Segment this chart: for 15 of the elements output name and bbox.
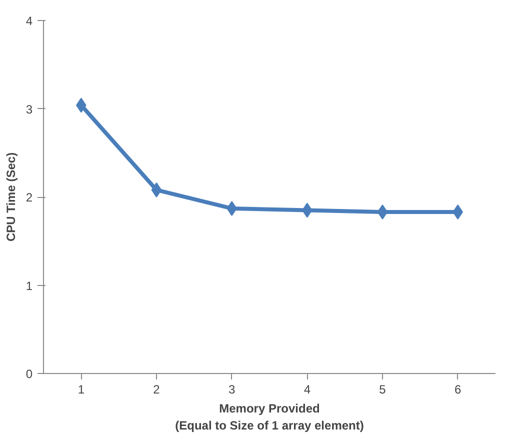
point <box>151 182 162 198</box>
point <box>377 204 388 220</box>
y-tick-label: 1 <box>26 278 33 293</box>
x-tick-label: 1 <box>78 382 85 396</box>
x-tick-label: 4 <box>304 382 311 396</box>
x-tick-label: 5 <box>379 382 386 396</box>
y-axis-title: CPU Time (Sec) <box>4 152 18 242</box>
y-tick-label: 0 <box>26 367 33 381</box>
x-tick-label: 6 <box>454 382 462 396</box>
x-axis-title: Memory Provided (Equal to Size of 1 array element) <box>175 402 364 432</box>
x-tick-label: 3 <box>228 382 236 396</box>
x-tick-label: 2 <box>153 382 160 396</box>
y-tick-label: 4 <box>26 14 33 28</box>
y-tick-label: 2 <box>26 190 33 204</box>
y-tick-label: 3 <box>26 102 33 116</box>
